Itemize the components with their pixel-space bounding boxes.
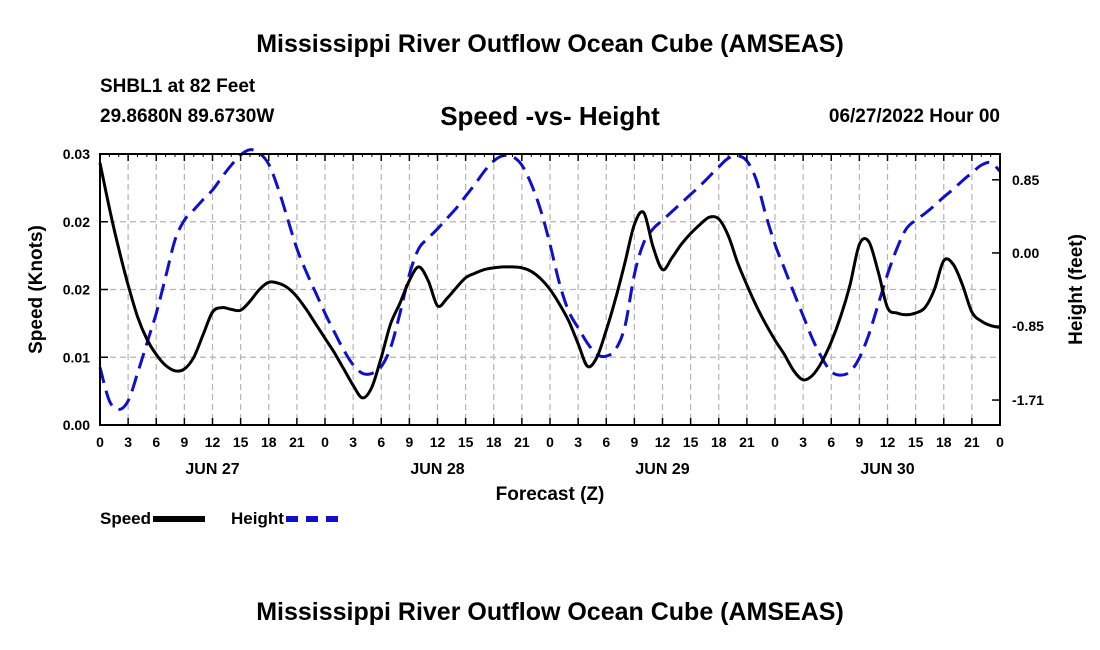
x-tick-label: 3 (124, 434, 132, 450)
y2-axis-title: Height (feet) (1066, 234, 1087, 345)
x-tick-label: 18 (486, 434, 502, 450)
x-axis-title: Forecast (Z) (496, 484, 605, 505)
x-tick-label: 12 (880, 434, 896, 450)
forecast-date-label: 06/27/2022 Hour 00 (828, 106, 1000, 127)
y2-tick-label: -1.71 (1012, 392, 1044, 408)
day-label: JUN 27 (185, 461, 239, 478)
day-label: JUN 28 (410, 461, 464, 478)
x-tick-label: 6 (152, 434, 160, 450)
x-tick-label: 0 (96, 434, 104, 450)
x-tick-label: 12 (430, 434, 446, 450)
x-tick-label: 18 (711, 434, 727, 450)
x-tick-label: 3 (799, 434, 807, 450)
day-label: JUN 29 (635, 461, 689, 478)
y2-tick-label: 0.85 (1012, 172, 1039, 188)
coordinates-label: 29.8680N 89.6730W (100, 106, 275, 127)
x-tick-label: 18 (261, 434, 277, 450)
x-tick-label: 9 (405, 434, 413, 450)
x-tick-label: 18 (936, 434, 952, 450)
legend-speed: Speed (100, 509, 206, 529)
x-tick-label: 9 (855, 434, 863, 450)
x-tick-label: 0 (771, 434, 779, 450)
y-tick-label: 0.02 (63, 282, 90, 298)
legend-height-swatch (285, 516, 338, 522)
x-tick-label: 21 (739, 434, 755, 450)
x-tick-label: 21 (289, 434, 305, 450)
series-layer (98, 148, 1002, 412)
y2-tick-label: 0.00 (1012, 245, 1039, 261)
x-tick-label: 0 (321, 434, 329, 450)
plot-frame (99, 153, 1001, 426)
x-tick-label: 0 (546, 434, 554, 450)
x-tick-label: 12 (655, 434, 671, 450)
x-tick-label: 21 (514, 434, 530, 450)
grid (100, 154, 1000, 425)
x-tick-label: 6 (827, 434, 835, 450)
x-tick-label: 6 (602, 434, 610, 450)
x-tick-label: 9 (630, 434, 638, 450)
y-tick-label: 0.01 (63, 349, 90, 365)
chart-main-title: Mississippi River Outflow Ocean Cube (AM… (256, 30, 844, 58)
y-tick-label: 0.03 (63, 146, 90, 162)
day-label: JUN 30 (860, 461, 914, 478)
station-label: SHBL1 at 82 Feet (100, 76, 256, 97)
speed-series-line (98, 162, 1001, 400)
x-tick-label: 21 (964, 434, 980, 450)
y-axis-title: Speed (Knots) (26, 225, 47, 354)
legend-speed-label: Speed (100, 509, 152, 528)
x-tick-label: 6 (377, 434, 385, 450)
x-tick-label: 15 (458, 434, 474, 450)
x-tick-label: 15 (233, 434, 249, 450)
chart-subtitle: Speed -vs- Height (440, 101, 660, 131)
x-tick-label: 15 (683, 434, 699, 450)
legend-height-label: Height (231, 509, 284, 528)
axes: 0 3 6 9 12 15 18 21 0 3 6 9 12 15 18 21 0 3 6 9 12 15 18 21 0 3 6 9… (63, 146, 1044, 478)
x-tick-label: 9 (180, 434, 188, 450)
y2-tick-label: -0.85 (1012, 318, 1044, 334)
height-series-line (98, 148, 1002, 412)
x-tick-label: 3 (574, 434, 582, 450)
x-tick-label: 15 (908, 434, 924, 450)
y-tick-label: 0.00 (63, 417, 90, 433)
x-tick-label: 3 (349, 434, 357, 450)
x-tick-label: 12 (205, 434, 221, 450)
y-tick-label: 0.02 (63, 214, 90, 230)
legend-height: Height (231, 509, 338, 529)
x-tick-label: 0 (996, 434, 1004, 450)
legend-speed-swatch (153, 516, 206, 522)
chart-secondary-title: Mississippi River Outflow Ocean Cube (AM… (256, 598, 844, 626)
